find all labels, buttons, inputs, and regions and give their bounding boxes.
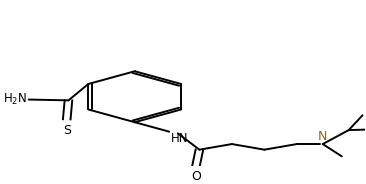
Text: N: N [318, 130, 328, 143]
Text: O: O [191, 170, 201, 183]
Text: HN: HN [171, 132, 188, 146]
Text: S: S [63, 124, 71, 137]
Text: H$_2$N: H$_2$N [3, 92, 27, 107]
